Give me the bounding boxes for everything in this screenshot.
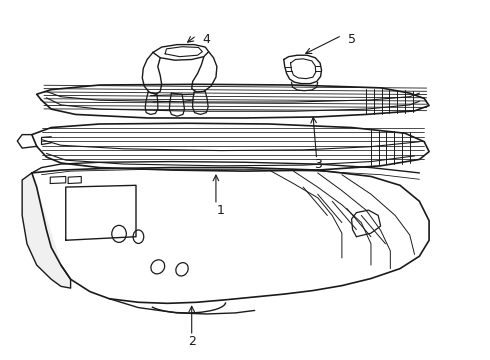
Text: 1: 1 [217, 204, 225, 217]
Polygon shape [37, 84, 429, 118]
Polygon shape [32, 123, 429, 171]
Polygon shape [284, 55, 321, 84]
Text: 4: 4 [202, 33, 210, 46]
Polygon shape [153, 45, 209, 60]
Polygon shape [22, 173, 71, 288]
Text: 2: 2 [188, 335, 196, 348]
Text: 3: 3 [314, 158, 321, 171]
Text: 5: 5 [347, 33, 356, 46]
Polygon shape [32, 168, 429, 303]
